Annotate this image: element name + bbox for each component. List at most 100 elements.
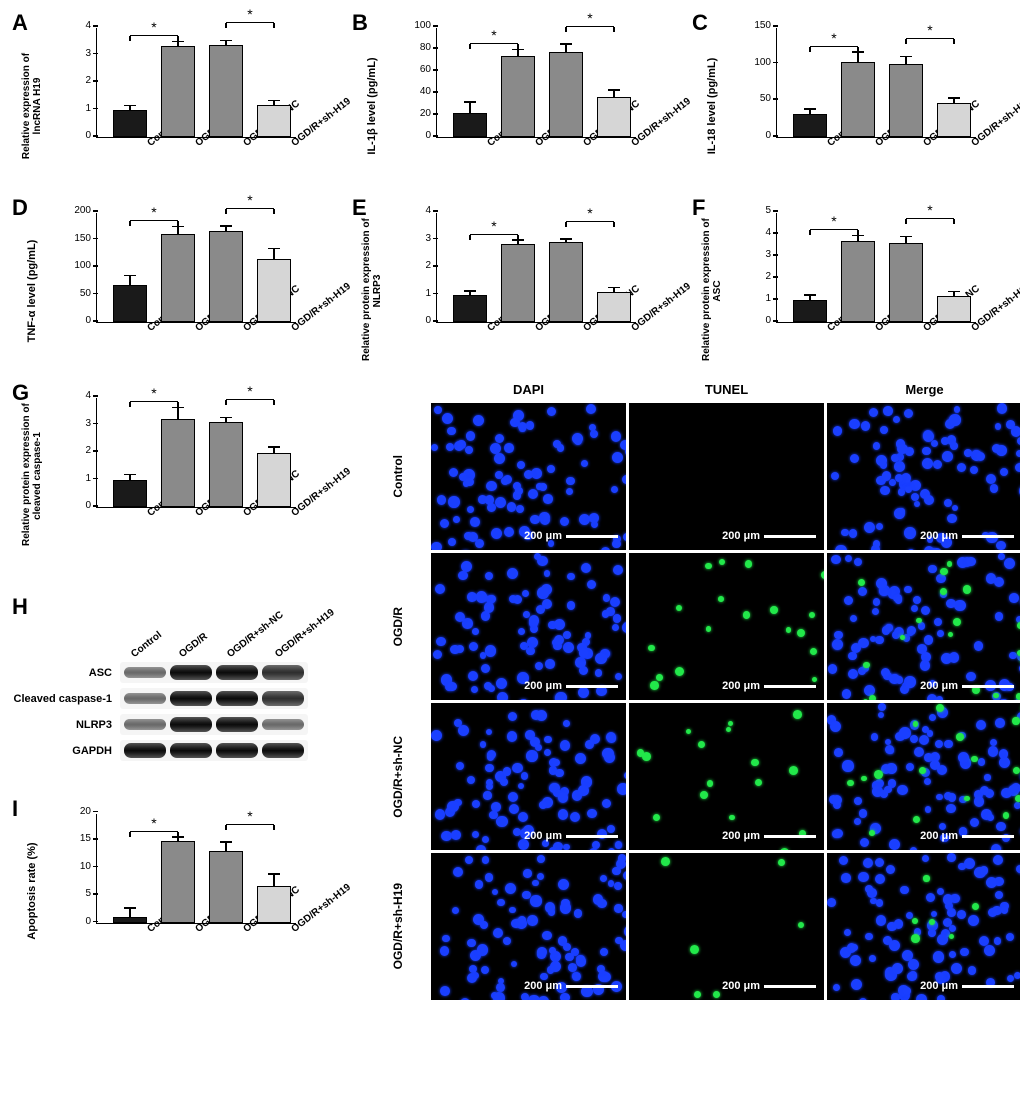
cell-dot xyxy=(575,753,586,764)
sig-tick xyxy=(517,44,518,49)
cell-dot xyxy=(465,446,473,454)
cell-dot xyxy=(547,407,556,416)
cell-dot xyxy=(585,632,592,639)
cell-dot xyxy=(554,619,565,630)
ytick: 4 xyxy=(85,396,97,397)
error-cap xyxy=(560,238,572,240)
cell-dot xyxy=(602,610,609,617)
sig-tick xyxy=(225,825,226,830)
cell-dot xyxy=(650,681,659,690)
ytick: 0 xyxy=(425,321,437,322)
error-cap xyxy=(124,907,136,909)
tunel-layer xyxy=(827,703,1020,850)
error-bar xyxy=(129,106,131,109)
bar-chart-G: Relative protein expression ofcleaved ca… xyxy=(46,388,326,563)
cell-dot xyxy=(713,991,720,998)
cell-dot xyxy=(728,721,733,726)
bar-control xyxy=(793,300,827,322)
ytick: 40 xyxy=(420,92,437,93)
cell-dot xyxy=(503,767,512,776)
bar-ogdrshh19 xyxy=(937,103,971,137)
cell-dot xyxy=(993,693,998,698)
sig-tick xyxy=(469,235,470,240)
cell-dot xyxy=(549,947,556,954)
error-bar xyxy=(273,448,275,454)
sig-tick xyxy=(129,221,130,226)
cell-dot xyxy=(949,934,954,939)
cell-dot xyxy=(686,729,691,734)
tunel-layer xyxy=(827,553,1020,700)
cell-dot xyxy=(601,547,610,550)
scalebar-line xyxy=(764,685,816,688)
cell-dot xyxy=(900,635,905,640)
sig-line xyxy=(226,22,274,23)
sig-tick xyxy=(953,39,954,44)
micro-row-label: OGD/R+sh-NC xyxy=(391,736,405,818)
cell-dot xyxy=(480,741,486,747)
error-cap xyxy=(124,105,136,107)
xtick-label: OGD/R xyxy=(191,137,200,149)
cell-dot xyxy=(700,791,708,799)
cell-dot xyxy=(470,517,480,527)
cell-dot xyxy=(526,750,537,761)
error-bar xyxy=(469,292,471,295)
error-cap xyxy=(268,446,280,448)
cell-dot xyxy=(707,780,714,787)
scalebar-text: 200 μm xyxy=(524,530,562,542)
cell-dot xyxy=(585,740,594,749)
bar-control xyxy=(793,114,827,137)
xtick-label: OGD/R xyxy=(191,322,200,334)
sig-star: * xyxy=(151,19,156,35)
micro-image-ogdrshnc-merge: 200 μm xyxy=(827,703,1020,850)
sig-star: * xyxy=(587,10,592,26)
scalebar-line xyxy=(962,685,1014,688)
blot-band xyxy=(216,743,258,758)
scalebar-text: 200 μm xyxy=(920,530,958,542)
cell-dot xyxy=(454,441,464,451)
bar-control xyxy=(113,285,147,322)
panel-I: IApoptosis rate (%)05101520ControlOGD/RO… xyxy=(8,794,348,1000)
sig-line xyxy=(906,38,954,39)
ytick: 150 xyxy=(74,239,97,240)
sig-star: * xyxy=(247,6,252,22)
cell-dot xyxy=(755,779,763,787)
error-bar xyxy=(129,909,131,917)
cell-dot xyxy=(947,561,952,566)
cell-dot xyxy=(485,645,496,656)
cell-dot xyxy=(500,778,508,786)
scalebar-text: 200 μm xyxy=(722,980,760,992)
error-bar xyxy=(809,110,811,114)
ytick: 100 xyxy=(754,63,777,64)
cell-dot xyxy=(435,809,446,820)
cell-dot xyxy=(622,475,626,484)
cell-dot xyxy=(743,611,750,618)
cell-dot xyxy=(544,736,551,743)
blot-band xyxy=(216,691,258,706)
micro-col-header-dapi: DAPI xyxy=(431,382,626,397)
cell-dot xyxy=(786,627,791,632)
cell-dot xyxy=(623,871,626,880)
cell-dot xyxy=(1016,693,1020,700)
cell-dot xyxy=(555,692,566,700)
ytick: 5 xyxy=(85,894,97,895)
bar-ogdrshh19 xyxy=(597,292,631,322)
cell-dot xyxy=(718,596,724,602)
scalebar-text: 200 μm xyxy=(722,680,760,692)
cell-dot xyxy=(1012,717,1019,724)
micro-image-ogdr-tunel: 200 μm xyxy=(629,553,824,700)
sig-tick xyxy=(905,39,906,44)
cell-dot xyxy=(466,431,476,441)
error-cap xyxy=(560,43,572,45)
scalebar-text: 200 μm xyxy=(920,980,958,992)
bar-ogdrshnc xyxy=(889,64,923,137)
scalebar-line xyxy=(566,535,618,538)
sig-tick xyxy=(613,27,614,32)
cell-dot xyxy=(809,612,815,618)
panel-label-D: D xyxy=(12,195,28,221)
panel-H-western-blot: H ControlOGD/ROGD/R+sh-NCOGD/R+sh-H19 AS… xyxy=(8,592,348,787)
cell-dot xyxy=(452,907,459,914)
cell-dot xyxy=(623,533,626,541)
plot-area: 020406080100ControlOGD/ROGD/R+sh-NCOGD/R… xyxy=(436,28,636,138)
cell-dot xyxy=(574,909,582,917)
cell-dot xyxy=(614,882,622,890)
